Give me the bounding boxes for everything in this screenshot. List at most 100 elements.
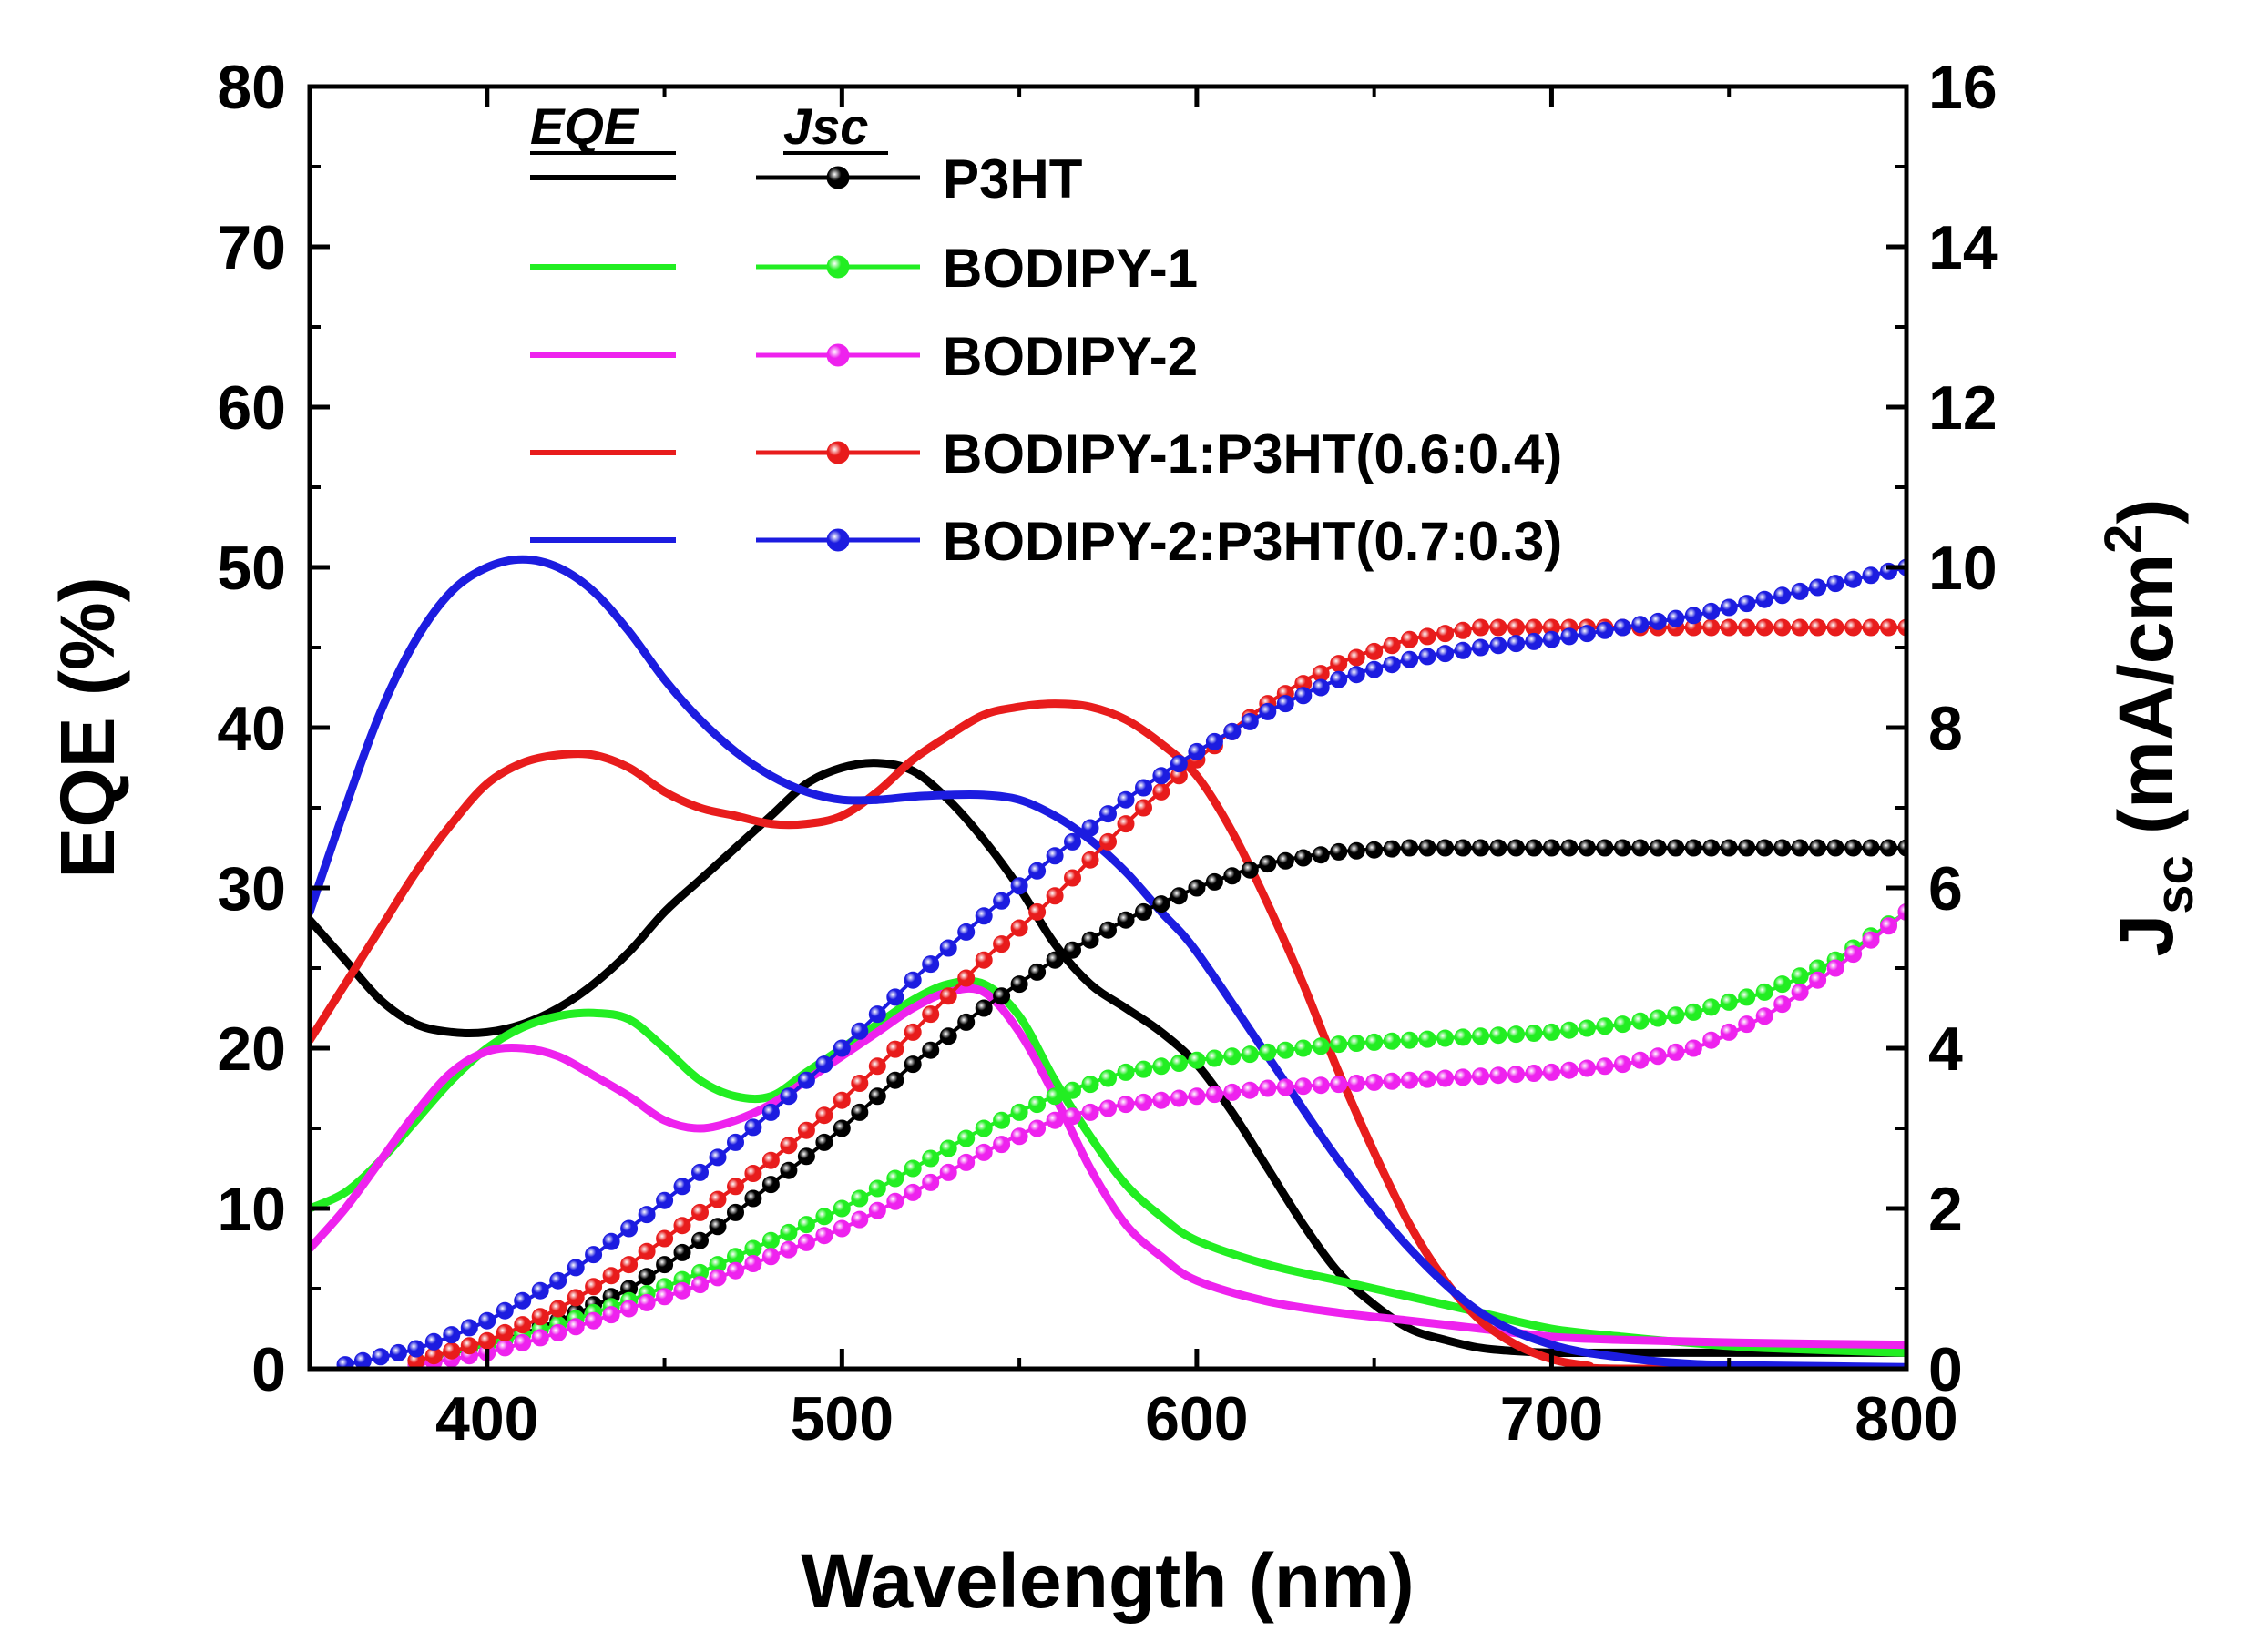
jsc-point [496,1339,514,1357]
jsc-point [1649,839,1667,857]
jsc-point [1117,1063,1135,1081]
jsc-point [744,1189,762,1208]
jsc-point [975,951,993,969]
legend: EQE Jsc P3HT BODIPY-1 BODIPY-2 BODIPY-1:P3H… [530,97,1562,572]
jsc-point [1525,1065,1543,1082]
jsc-point [1028,1119,1047,1137]
jsc-point [709,1218,727,1236]
jsc-point [1489,839,1507,857]
x-tick-label: 400 [435,1384,538,1453]
jsc-point [1099,805,1117,823]
jsc-point [1472,618,1489,637]
y2-axis-title-paren: (mA/cm [2103,554,2189,855]
jsc-point [1755,590,1773,608]
jsc-point [1507,618,1525,637]
jsc-point [904,1183,922,1201]
legend-label: P3HT [943,148,1082,209]
jsc-point [780,1161,798,1179]
jsc-point [886,1071,904,1089]
jsc-point [1755,983,1773,1001]
jsc-point [1188,879,1206,897]
jsc-point [1542,839,1560,857]
jsc-point [407,1340,425,1358]
jsc-point [957,1153,976,1171]
jsc-point [460,1319,478,1337]
jsc-point [1454,641,1472,659]
jsc-point [922,1041,940,1059]
jsc-point [514,1316,532,1334]
jsc-point [1152,895,1170,913]
jsc-point [727,1261,744,1280]
jsc-point [656,1229,674,1248]
jsc-point [1844,618,1863,637]
jsc-point [656,1191,674,1209]
jsc-point [1596,621,1614,639]
jsc-point [1667,839,1685,857]
jsc-point [1649,1047,1667,1066]
jsc-point [975,999,993,1017]
y2-tick-label: 8 [1928,694,1963,763]
jsc-point [1312,1037,1330,1055]
jsc-point [833,1039,851,1057]
jsc-point [1064,941,1081,959]
jsc-point [797,1071,815,1089]
jsc-point [1880,917,1897,935]
jsc-point [1294,1039,1313,1057]
jsc-point [460,1337,478,1355]
jsc-point [1135,779,1152,797]
jsc-point [761,1176,780,1194]
jsc-point [761,1103,780,1121]
jsc-point [1489,1026,1507,1045]
jsc-point [673,1217,691,1235]
y2-axis-title-close: ) [2103,499,2189,525]
jsc-point [1880,839,1897,857]
jsc-point [1738,839,1756,857]
jsc-point [638,1293,656,1311]
jsc-point [957,1129,976,1147]
jsc-point [353,1351,372,1369]
jsc-point [1472,638,1489,657]
jsc-point [1773,618,1792,637]
jsc-point [1631,839,1650,857]
eqe-line-bodipy-2-p3ht-0-7-0-3 [310,555,1906,1369]
legend-jsc-marker [826,528,850,552]
legend-label: BODIPY-1:P3HT(0.6:0.4) [943,423,1562,484]
jsc-point [1347,1075,1365,1092]
y-tick-label: 10 [217,1175,286,1244]
jsc-point [638,1268,656,1286]
y2-axis-title-sub: sc [2145,855,2204,914]
jsc-point [1862,839,1880,857]
jsc-point [886,1169,904,1188]
x-tick-label: 800 [1855,1384,1957,1453]
series-layer [310,555,1906,1369]
jsc-point [1489,637,1507,655]
jsc-point [1436,839,1455,857]
jsc-point [1436,645,1455,663]
y2-tick-label: 16 [1928,53,1998,122]
jsc-point [1099,1069,1117,1087]
jsc-point [1205,732,1223,750]
jsc-point [1383,637,1401,655]
jsc-point [1046,887,1064,905]
jsc-point [1862,566,1880,585]
jsc-point [585,1246,603,1264]
legend-item-bodipy-1-p3ht-0-6-0-4: BODIPY-1:P3HT(0.6:0.4) [530,423,1562,484]
jsc-point [1560,1021,1579,1039]
jsc-point [975,1143,993,1161]
jsc-point [1205,1049,1223,1067]
jsc-point [1223,1047,1242,1066]
jsc-point [567,1318,585,1336]
jsc-point [1081,819,1099,837]
legend-jsc-marker [826,441,850,464]
jsc-point [1773,995,1792,1014]
jsc-point [1613,839,1631,857]
jsc-point [833,1119,851,1137]
jsc-point [1365,660,1384,678]
jsc-point [602,1267,620,1285]
jsc-point [1418,627,1436,646]
jsc-point [1667,609,1685,627]
jsc-point [1365,1073,1384,1091]
jsc-point [1844,945,1863,964]
jsc-point [1365,642,1384,660]
axis-labels: Wavelength (nm) EQE (%) Jsc (mA/cm2) [45,499,2204,1624]
